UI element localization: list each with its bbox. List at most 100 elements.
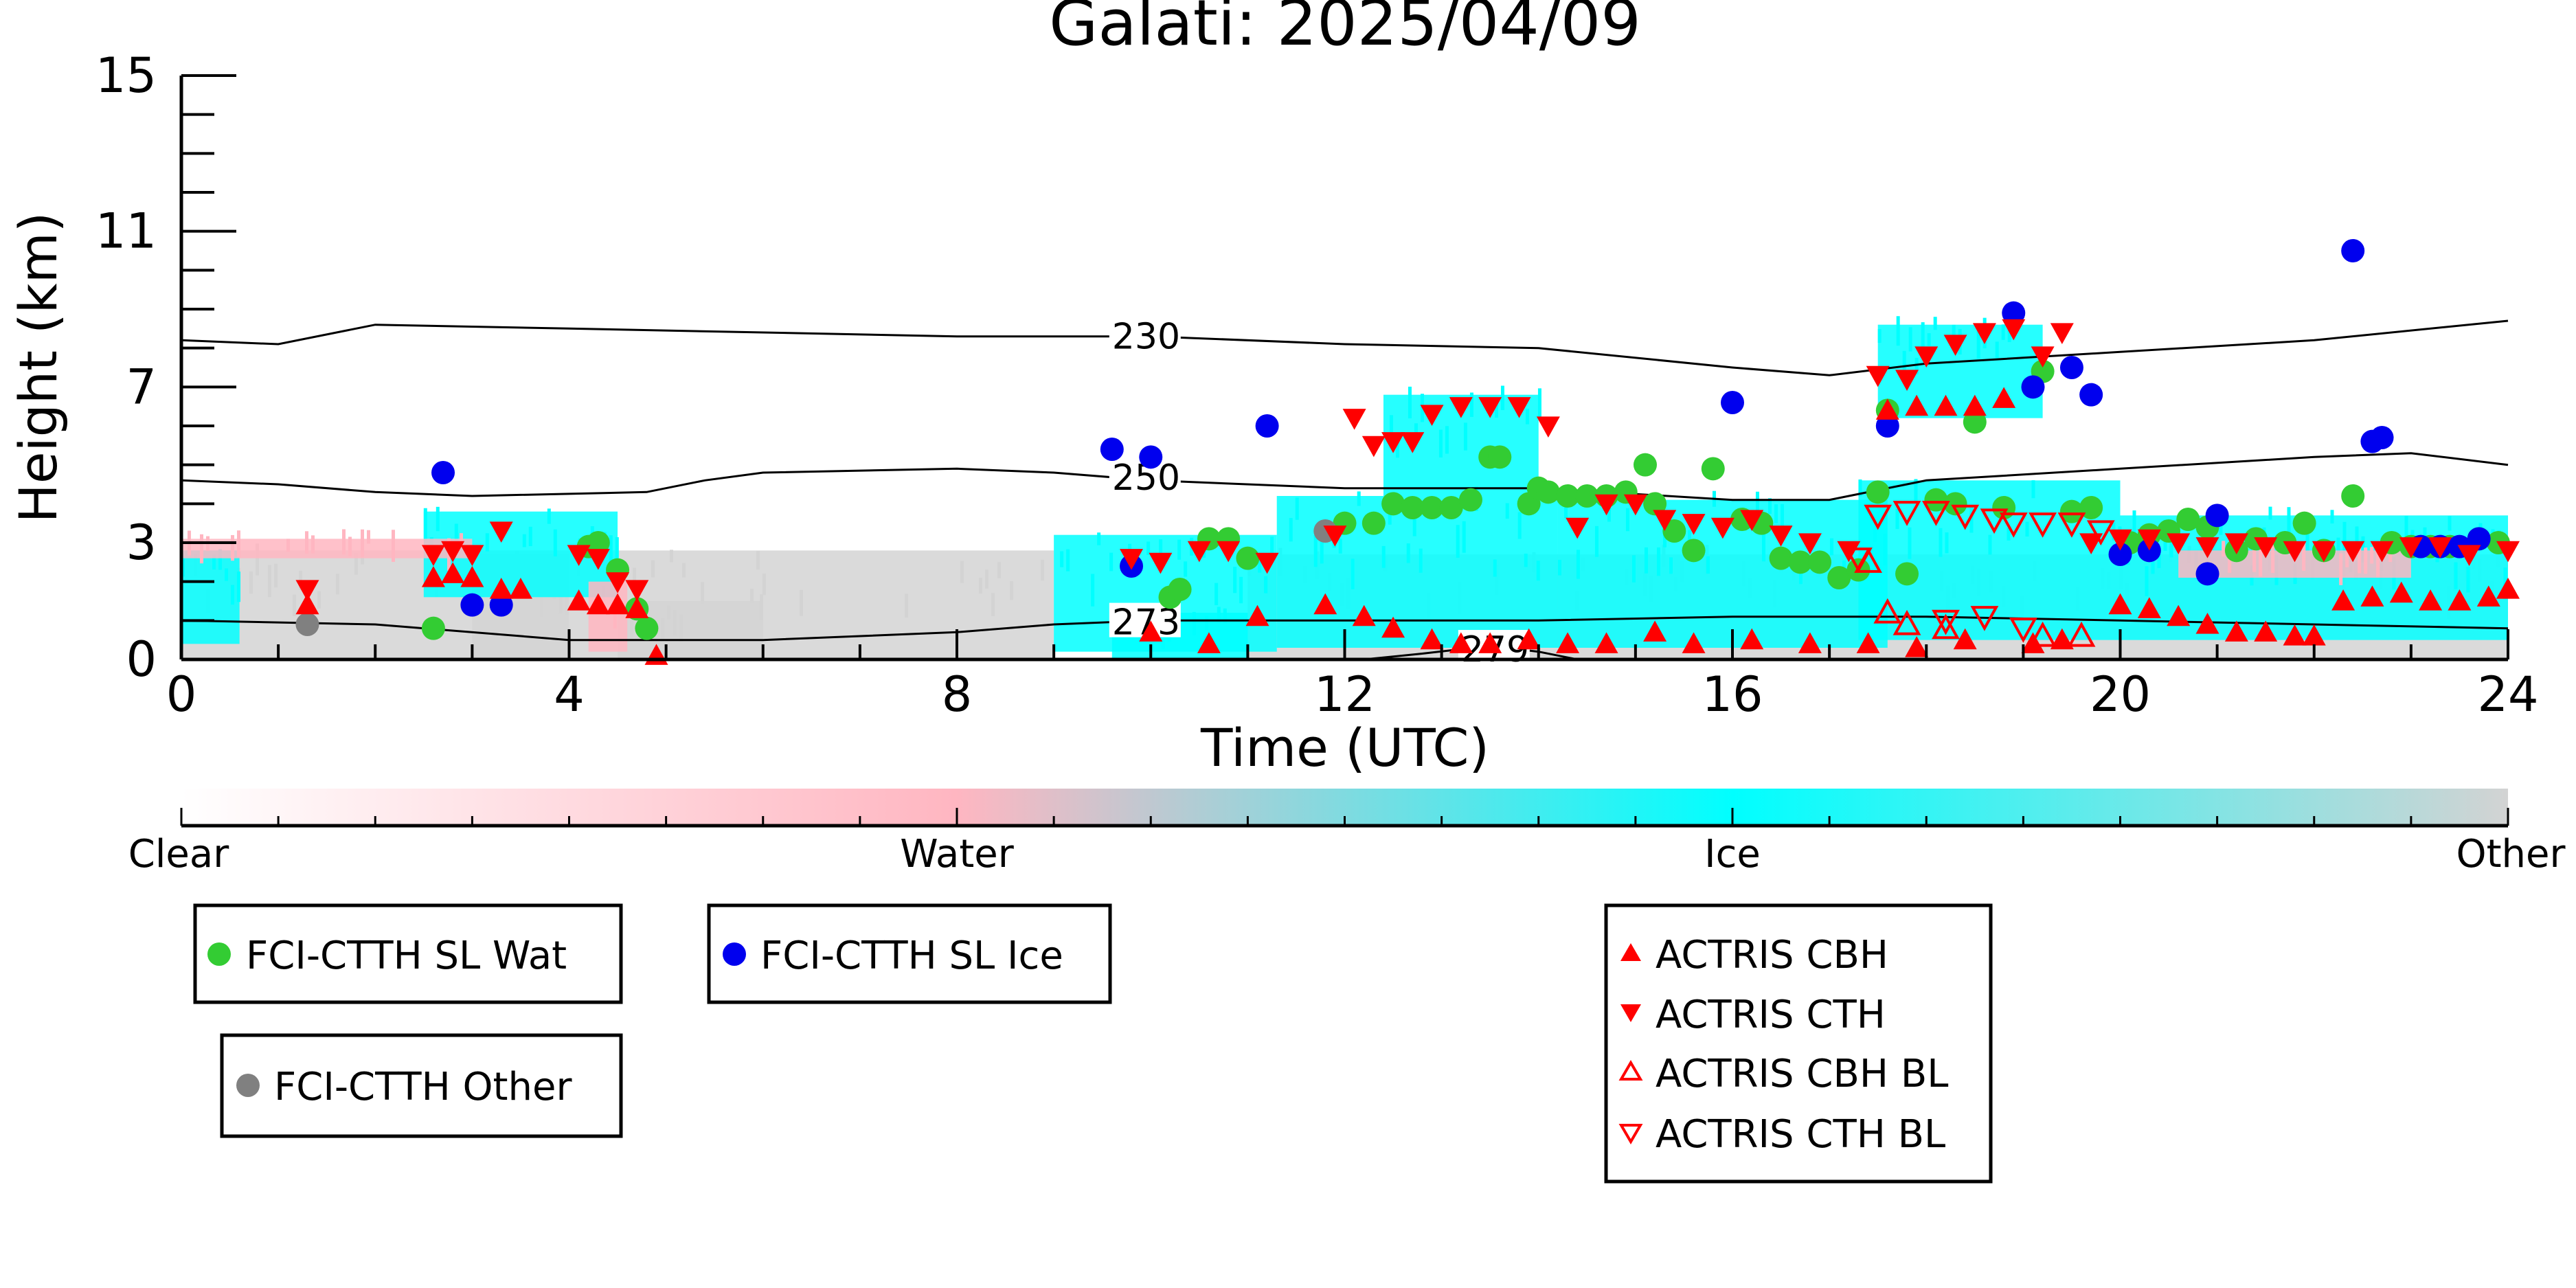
cloud-ice-region-streak bbox=[1066, 549, 1070, 572]
colorbar-ticks bbox=[180, 808, 2509, 826]
cloud-ice-region-streak bbox=[1091, 574, 1095, 607]
cloud-ice-region-streak bbox=[1469, 392, 1473, 417]
marker-actris bbox=[1710, 517, 1735, 539]
legend-marker-wat bbox=[207, 942, 231, 966]
cloud-ice-region-streak bbox=[2336, 537, 2340, 556]
legend-box bbox=[220, 1033, 623, 1138]
cloud-ice-region-streak bbox=[1494, 403, 1498, 418]
cloud-ice-region-streak bbox=[1214, 583, 1219, 606]
cloud-water-region-streak bbox=[392, 530, 395, 562]
marker-wat bbox=[1924, 488, 1948, 512]
cloud-water-region-streak bbox=[2345, 552, 2349, 567]
cloud-ice-region-streak bbox=[225, 568, 228, 581]
marker-actris bbox=[1798, 632, 1822, 653]
cloud-ice-region-streak bbox=[1829, 538, 1833, 556]
cloud-ice-region-streak bbox=[1988, 534, 1992, 555]
marker-wat bbox=[2341, 484, 2365, 508]
cloud-other-region-streak bbox=[268, 565, 271, 598]
marker-actris bbox=[1864, 504, 1893, 530]
legend-label-other: FCI-CTTH Other bbox=[274, 1065, 572, 1109]
cloud-other-region-streak bbox=[679, 614, 683, 642]
cloud-other-region-streak bbox=[960, 561, 964, 583]
marker-actris bbox=[2029, 621, 2057, 647]
cloud-ice-region-streak bbox=[1258, 555, 1262, 573]
cloud-ice-region bbox=[181, 550, 240, 644]
cloud-ice-region-streak bbox=[1877, 512, 1881, 528]
marker-actris bbox=[625, 597, 649, 618]
marker-actris bbox=[1245, 605, 1269, 626]
cloud-ice-region-streak bbox=[1774, 504, 1778, 523]
marker-wat bbox=[1643, 492, 1667, 516]
cloud-ice-region-streak bbox=[1644, 547, 1648, 574]
cloud-ice-region-streak bbox=[1525, 408, 1529, 425]
x-axis-label: Time (UTC) bbox=[1200, 717, 1489, 778]
cloud-ice-region-streak bbox=[423, 508, 427, 541]
marker-wat bbox=[1701, 457, 1725, 481]
cloud-other-region-streak bbox=[661, 618, 665, 642]
cloud-ice-region-streak bbox=[2001, 324, 2005, 340]
marker-actris bbox=[1594, 494, 1618, 516]
marker-actris bbox=[2312, 541, 2336, 563]
marker-wat bbox=[1808, 550, 1832, 574]
cloud-ice-region-streak bbox=[1060, 551, 1064, 567]
marker-actris bbox=[1914, 346, 1939, 368]
marker-actris bbox=[1682, 514, 1706, 535]
cloud-ice-region-streak bbox=[2342, 521, 2347, 554]
cloud-ice-region-streak bbox=[1952, 324, 1956, 343]
marker-actris bbox=[2448, 589, 2472, 611]
cloud-ice-region-streak bbox=[2361, 536, 2365, 563]
cloud-ice-region-streak bbox=[553, 529, 557, 556]
cloud-ice-region-streak bbox=[1625, 508, 1629, 532]
marker-actris bbox=[1566, 517, 1590, 539]
marker-actris bbox=[1999, 512, 2028, 538]
cloud-ice-region-streak bbox=[1438, 429, 1443, 457]
cloud-water-region-streak bbox=[2228, 552, 2232, 573]
cloud-ice-region-streak bbox=[1445, 426, 1449, 454]
isotherm-273 bbox=[181, 615, 2509, 642]
cloud-water-region-streak bbox=[2376, 552, 2380, 578]
marker-actris bbox=[2167, 605, 2191, 626]
marker-actris bbox=[1953, 628, 1977, 650]
marker-wat bbox=[2079, 496, 2103, 519]
cloud-water-region-streak bbox=[2302, 542, 2306, 571]
cloud-other-region-streak bbox=[651, 560, 655, 578]
marker-actris bbox=[2224, 533, 2248, 554]
cloud-other-region-streak bbox=[670, 550, 673, 563]
marker-ice bbox=[2059, 356, 2083, 379]
cloud-ice-region-streak bbox=[1146, 541, 1151, 555]
axis-ticks: 0 4 8 12 16 20 24 0 3 7 11 15 bbox=[95, 47, 2539, 723]
isotherm-250 bbox=[181, 452, 2509, 501]
cloud-other-region-streak bbox=[701, 582, 704, 604]
marker-actris bbox=[2108, 529, 2132, 551]
marker-actris bbox=[2029, 512, 2057, 538]
marker-actris bbox=[1478, 397, 1502, 418]
cloud-ice-region-streak bbox=[1883, 533, 1887, 565]
x-tick-label: 8 bbox=[942, 666, 973, 723]
cloud-ice-region-streak bbox=[522, 534, 526, 547]
marker-actris bbox=[2167, 533, 2191, 554]
marker-actris bbox=[1769, 526, 1793, 547]
cloud-water-region-streak bbox=[237, 530, 240, 557]
marker-ice bbox=[2205, 504, 2229, 528]
marker-actris bbox=[1420, 628, 1444, 650]
cloud-ice-region-streak bbox=[1217, 607, 1221, 622]
cloud-ice-region-streak bbox=[528, 526, 532, 547]
marker-actris bbox=[2031, 346, 2055, 368]
cloud-ice-region-streak bbox=[2007, 528, 2011, 541]
marker-actris bbox=[586, 549, 610, 570]
cloud-water-region-streak bbox=[367, 530, 370, 544]
cloud-ice-region-streak bbox=[1524, 553, 1528, 567]
legend-label-ice: FCI-CTTH SL Ice bbox=[760, 934, 1063, 978]
marker-actris bbox=[2137, 529, 2161, 551]
marker-wat bbox=[586, 531, 610, 554]
marker-actris bbox=[1905, 394, 1929, 416]
marker-actris bbox=[2476, 585, 2500, 607]
x-tick-label: 12 bbox=[1314, 666, 1375, 723]
marker-actris bbox=[1381, 432, 1405, 453]
marker-actris bbox=[2137, 597, 2161, 618]
cloud-ice-region-streak bbox=[1505, 503, 1509, 519]
cloud-ice-region-streak bbox=[1761, 528, 1765, 562]
marker-ice bbox=[2079, 383, 2103, 407]
cloud-other-region-streak bbox=[905, 594, 908, 618]
cloud-ice-region-streak bbox=[1313, 535, 1318, 567]
